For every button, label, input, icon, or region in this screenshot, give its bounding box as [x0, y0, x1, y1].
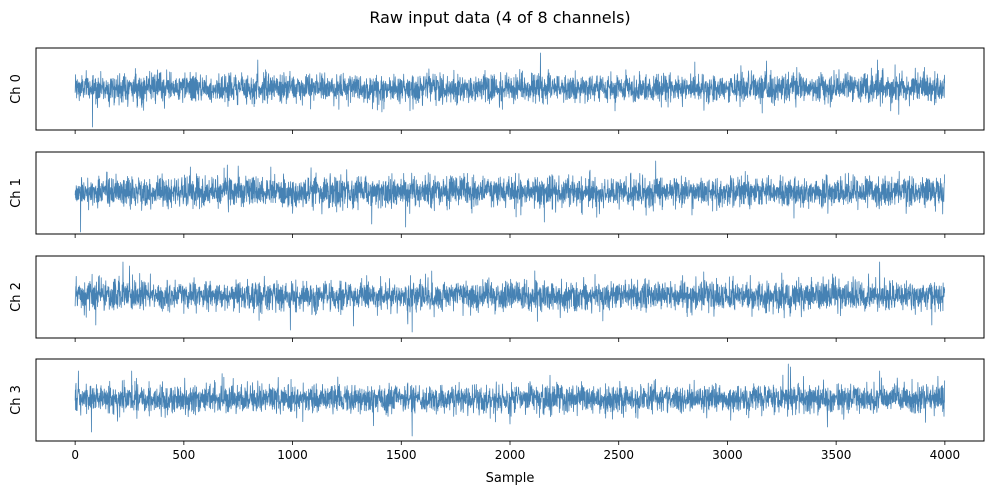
signal-line-ch1 — [74, 160, 946, 233]
x-tick-label-2500: 2500 — [603, 448, 634, 462]
x-tick-label-4000: 4000 — [930, 448, 961, 462]
channel-panel-2: Ch 2 — [9, 255, 985, 342]
x-tick-label-1000: 1000 — [277, 448, 308, 462]
y-axis-label-ch0: Ch 0 — [9, 74, 24, 104]
signal-line-ch0 — [74, 52, 946, 128]
x-tick-label-2000: 2000 — [495, 448, 526, 462]
signal-line-ch2 — [74, 261, 946, 333]
channel-panel-1: Ch 1 — [9, 151, 985, 238]
x-tick-label-1500: 1500 — [386, 448, 417, 462]
panels: Ch 0 Ch 1 Ch 2 Ch 3 0 500 1000 1500 2000 2500 3000… — [9, 47, 985, 462]
x-tick-label-3000: 3000 — [712, 448, 743, 462]
channel-panel-3: Ch 3 0 500 1000 1500 2000 2500 3000 3500 4000 — [9, 358, 985, 462]
figure-title: Raw input data (4 of 8 channels) — [369, 8, 630, 27]
y-axis-label-ch2: Ch 2 — [9, 282, 24, 312]
x-tick-label-0: 0 — [71, 448, 79, 462]
y-axis-label-ch1: Ch 1 — [9, 178, 24, 208]
x-tick-label-500: 500 — [172, 448, 195, 462]
channel-panel-0: Ch 0 — [9, 47, 985, 134]
signal-line-ch3 — [74, 363, 946, 437]
x-tick-label-3500: 3500 — [821, 448, 852, 462]
y-axis-label-ch3: Ch 3 — [9, 385, 24, 415]
x-axis-label: Sample — [486, 471, 535, 486]
